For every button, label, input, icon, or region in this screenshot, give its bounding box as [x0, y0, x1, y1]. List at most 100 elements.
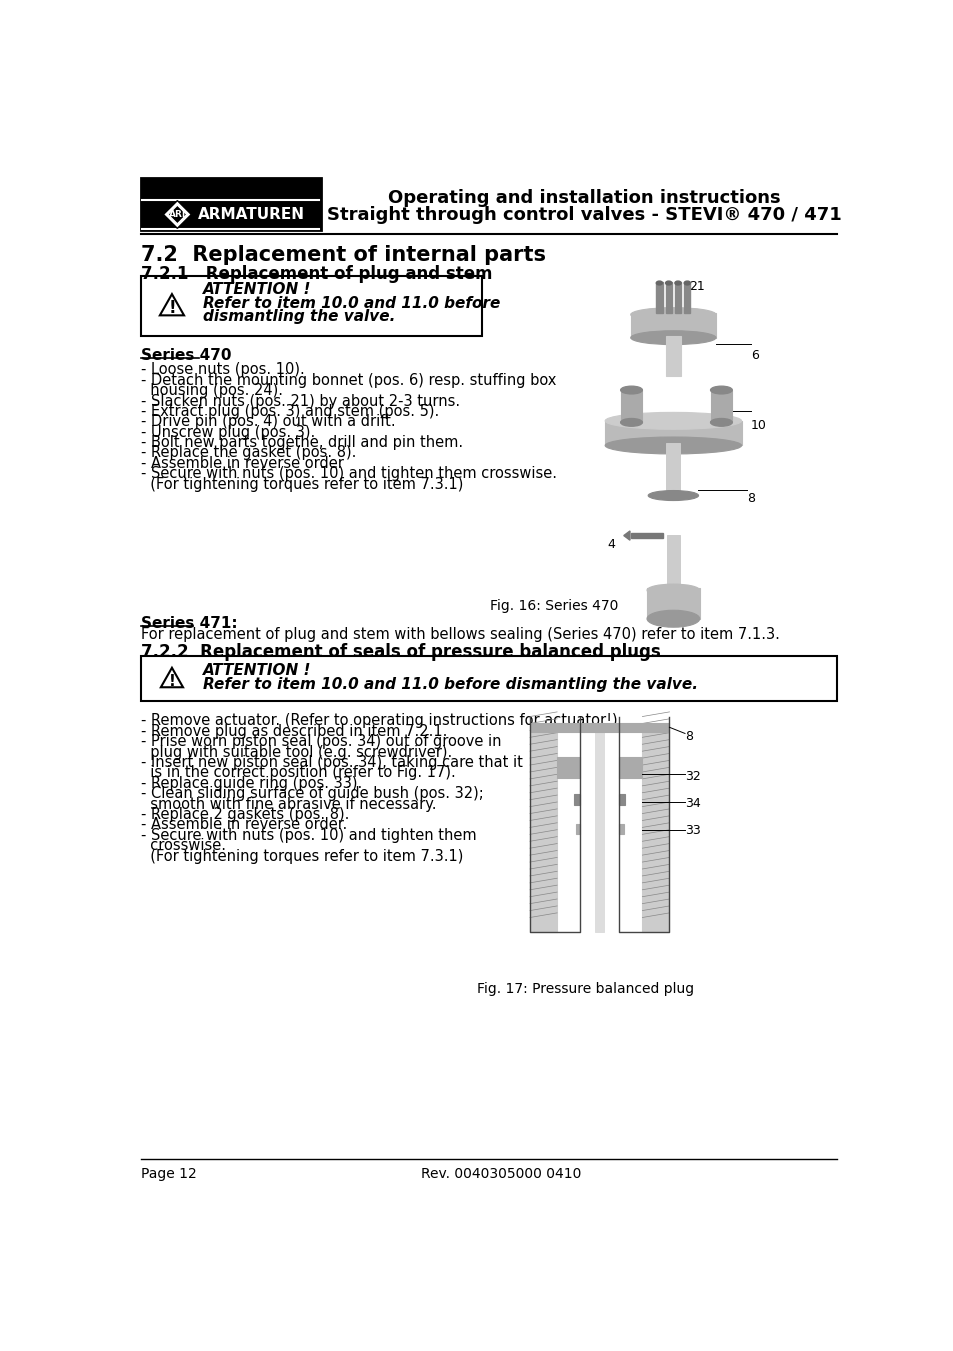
Ellipse shape [646, 611, 699, 627]
Text: 34: 34 [684, 797, 700, 811]
Text: - Prise worn piston seal (pos. 34) out of groove in: - Prise worn piston seal (pos. 34) out o… [141, 734, 501, 750]
Text: Fig. 17: Pressure balanced plug: Fig. 17: Pressure balanced plug [476, 982, 694, 996]
Bar [665, 282, 671, 313]
Bar [141, 177, 320, 230]
Text: Refer to item 10.0 and 11.0 before: Refer to item 10.0 and 11.0 before [203, 296, 499, 311]
Circle shape [476, 705, 723, 951]
Text: is in the correct position (refer to Fig. 17).: is in the correct position (refer to Fig… [141, 766, 456, 781]
Bar [530, 723, 669, 732]
Text: 4: 4 [607, 538, 615, 551]
Ellipse shape [641, 309, 703, 320]
Text: housing (pos. 24).: housing (pos. 24). [141, 384, 283, 399]
Text: plug with suitable tool (e.g. screwdriver).: plug with suitable tool (e.g. screwdrive… [141, 744, 452, 759]
Text: - Unscrew plug (pos. 3).: - Unscrew plug (pos. 3). [141, 424, 314, 439]
Ellipse shape [674, 281, 680, 285]
Bar [666, 535, 679, 590]
Ellipse shape [710, 386, 732, 394]
Text: Refer to item 10.0 and 11.0 before dismantling the valve.: Refer to item 10.0 and 11.0 before disma… [203, 677, 698, 692]
Text: Rev. 0040305000 0410: Rev. 0040305000 0410 [421, 1167, 581, 1181]
Ellipse shape [665, 281, 671, 285]
Bar [630, 534, 662, 538]
Polygon shape [168, 205, 187, 224]
Ellipse shape [647, 490, 698, 500]
Text: - Drive pin (pos. 4) out with a drift.: - Drive pin (pos. 4) out with a drift. [141, 415, 395, 430]
Bar [656, 282, 661, 313]
Text: - Bolt new parts togethe, drill and pin them.: - Bolt new parts togethe, drill and pin … [141, 435, 462, 450]
Text: 21: 21 [688, 280, 704, 293]
Text: Straight through control valves - STEVI® 470 / 471: Straight through control valves - STEVI®… [327, 205, 841, 224]
Bar [710, 390, 732, 423]
Text: 10: 10 [750, 419, 766, 431]
Text: Series 470: Series 470 [141, 349, 232, 363]
Polygon shape [163, 200, 192, 228]
Ellipse shape [710, 419, 732, 426]
Bar [579, 724, 618, 932]
Text: 8: 8 [684, 731, 692, 743]
Text: (For tightening torques refer to item 7.3.1): (For tightening torques refer to item 7.… [141, 848, 463, 863]
Ellipse shape [656, 281, 661, 285]
Ellipse shape [630, 331, 716, 345]
Text: For replacement of plug and stem with bellows sealing (Series 470) refer to item: For replacement of plug and stem with be… [141, 627, 779, 642]
Bar [618, 794, 624, 805]
Text: 32: 32 [684, 770, 700, 784]
Text: - Slacken nuts (pos. 21) by about 2-3 turns.: - Slacken nuts (pos. 21) by about 2-3 tu… [141, 393, 459, 408]
Text: - Secure with nuts (pos. 10) and tighten them: - Secure with nuts (pos. 10) and tighten… [141, 828, 476, 843]
Text: 7.2.2  Replacement of seals of pressure balanced plugs: 7.2.2 Replacement of seals of pressure b… [141, 643, 660, 662]
Bar [618, 757, 641, 778]
Bar [646, 588, 699, 619]
Bar [574, 794, 579, 805]
Bar [618, 824, 623, 834]
Text: ARMATUREN: ARMATUREN [197, 207, 304, 222]
Bar [575, 824, 579, 834]
Ellipse shape [604, 436, 740, 454]
Text: 7.2.1   Replacement of plug and stem: 7.2.1 Replacement of plug and stem [141, 265, 492, 282]
Text: - Remove actuator. (Refer to operating instructions for actuator!): - Remove actuator. (Refer to operating i… [141, 713, 617, 728]
Bar [683, 282, 690, 313]
Bar [604, 422, 740, 446]
Ellipse shape [620, 386, 641, 394]
Text: dismantling the valve.: dismantling the valve. [203, 309, 395, 324]
Text: 7.2  Replacement of internal parts: 7.2 Replacement of internal parts [141, 246, 545, 265]
Text: (For tightening torques refer to item 7.3.1): (For tightening torques refer to item 7.… [141, 477, 463, 492]
Text: !: ! [168, 300, 175, 317]
Text: - Extract plug (pos. 3) and stem (pos. 5).: - Extract plug (pos. 3) and stem (pos. 5… [141, 404, 438, 419]
Bar [641, 732, 669, 932]
Text: ARI: ARI [169, 209, 186, 219]
Bar [620, 390, 641, 423]
Bar [557, 757, 579, 778]
Bar [141, 276, 481, 336]
Ellipse shape [604, 412, 740, 430]
Bar [595, 732, 604, 932]
Polygon shape [160, 295, 184, 315]
Text: - Assemble in reverse order: - Assemble in reverse order [141, 455, 343, 471]
Ellipse shape [683, 281, 690, 285]
Text: - Clean sliding surface of guide bush (pos. 32);: - Clean sliding surface of guide bush (p… [141, 786, 483, 801]
Bar [141, 657, 836, 701]
Ellipse shape [620, 419, 641, 426]
Text: crosswise.: crosswise. [141, 838, 226, 854]
Text: 33: 33 [684, 824, 700, 838]
Text: Series 471:: Series 471: [141, 616, 237, 631]
Text: 8: 8 [746, 492, 754, 505]
Text: - Remove plug as described in item 7.2.1.: - Remove plug as described in item 7.2.1… [141, 724, 447, 739]
Text: ATTENTION !: ATTENTION ! [203, 282, 311, 297]
Text: - Detach the mounting bonnet (pos. 6) resp. stuffing box: - Detach the mounting bonnet (pos. 6) re… [141, 373, 556, 388]
Text: Page 12: Page 12 [141, 1167, 196, 1181]
Text: - Insert new piston seal (pos. 34), taking care that it: - Insert new piston seal (pos. 34), taki… [141, 755, 522, 770]
Text: Operating and installation instructions: Operating and installation instructions [388, 189, 780, 207]
Polygon shape [623, 531, 629, 540]
Bar [674, 282, 680, 313]
Text: - Secure with nuts (pos. 10) and tighten them crosswise.: - Secure with nuts (pos. 10) and tighten… [141, 466, 557, 481]
Bar [630, 313, 716, 338]
Text: ATTENTION !: ATTENTION ! [203, 663, 311, 678]
Text: smooth with fine abrasive if necessary.: smooth with fine abrasive if necessary. [141, 797, 436, 812]
Bar [666, 443, 679, 496]
Text: !: ! [169, 674, 175, 689]
Text: Fig. 16: Series 470: Fig. 16: Series 470 [489, 598, 618, 613]
Ellipse shape [646, 584, 699, 596]
Text: 6: 6 [750, 349, 758, 362]
Bar [665, 336, 680, 376]
Text: - Replace 2 gaskets (pos. 8).: - Replace 2 gaskets (pos. 8). [141, 807, 349, 821]
Bar [530, 732, 557, 932]
Text: - Assemble in reverse order.: - Assemble in reverse order. [141, 817, 347, 832]
